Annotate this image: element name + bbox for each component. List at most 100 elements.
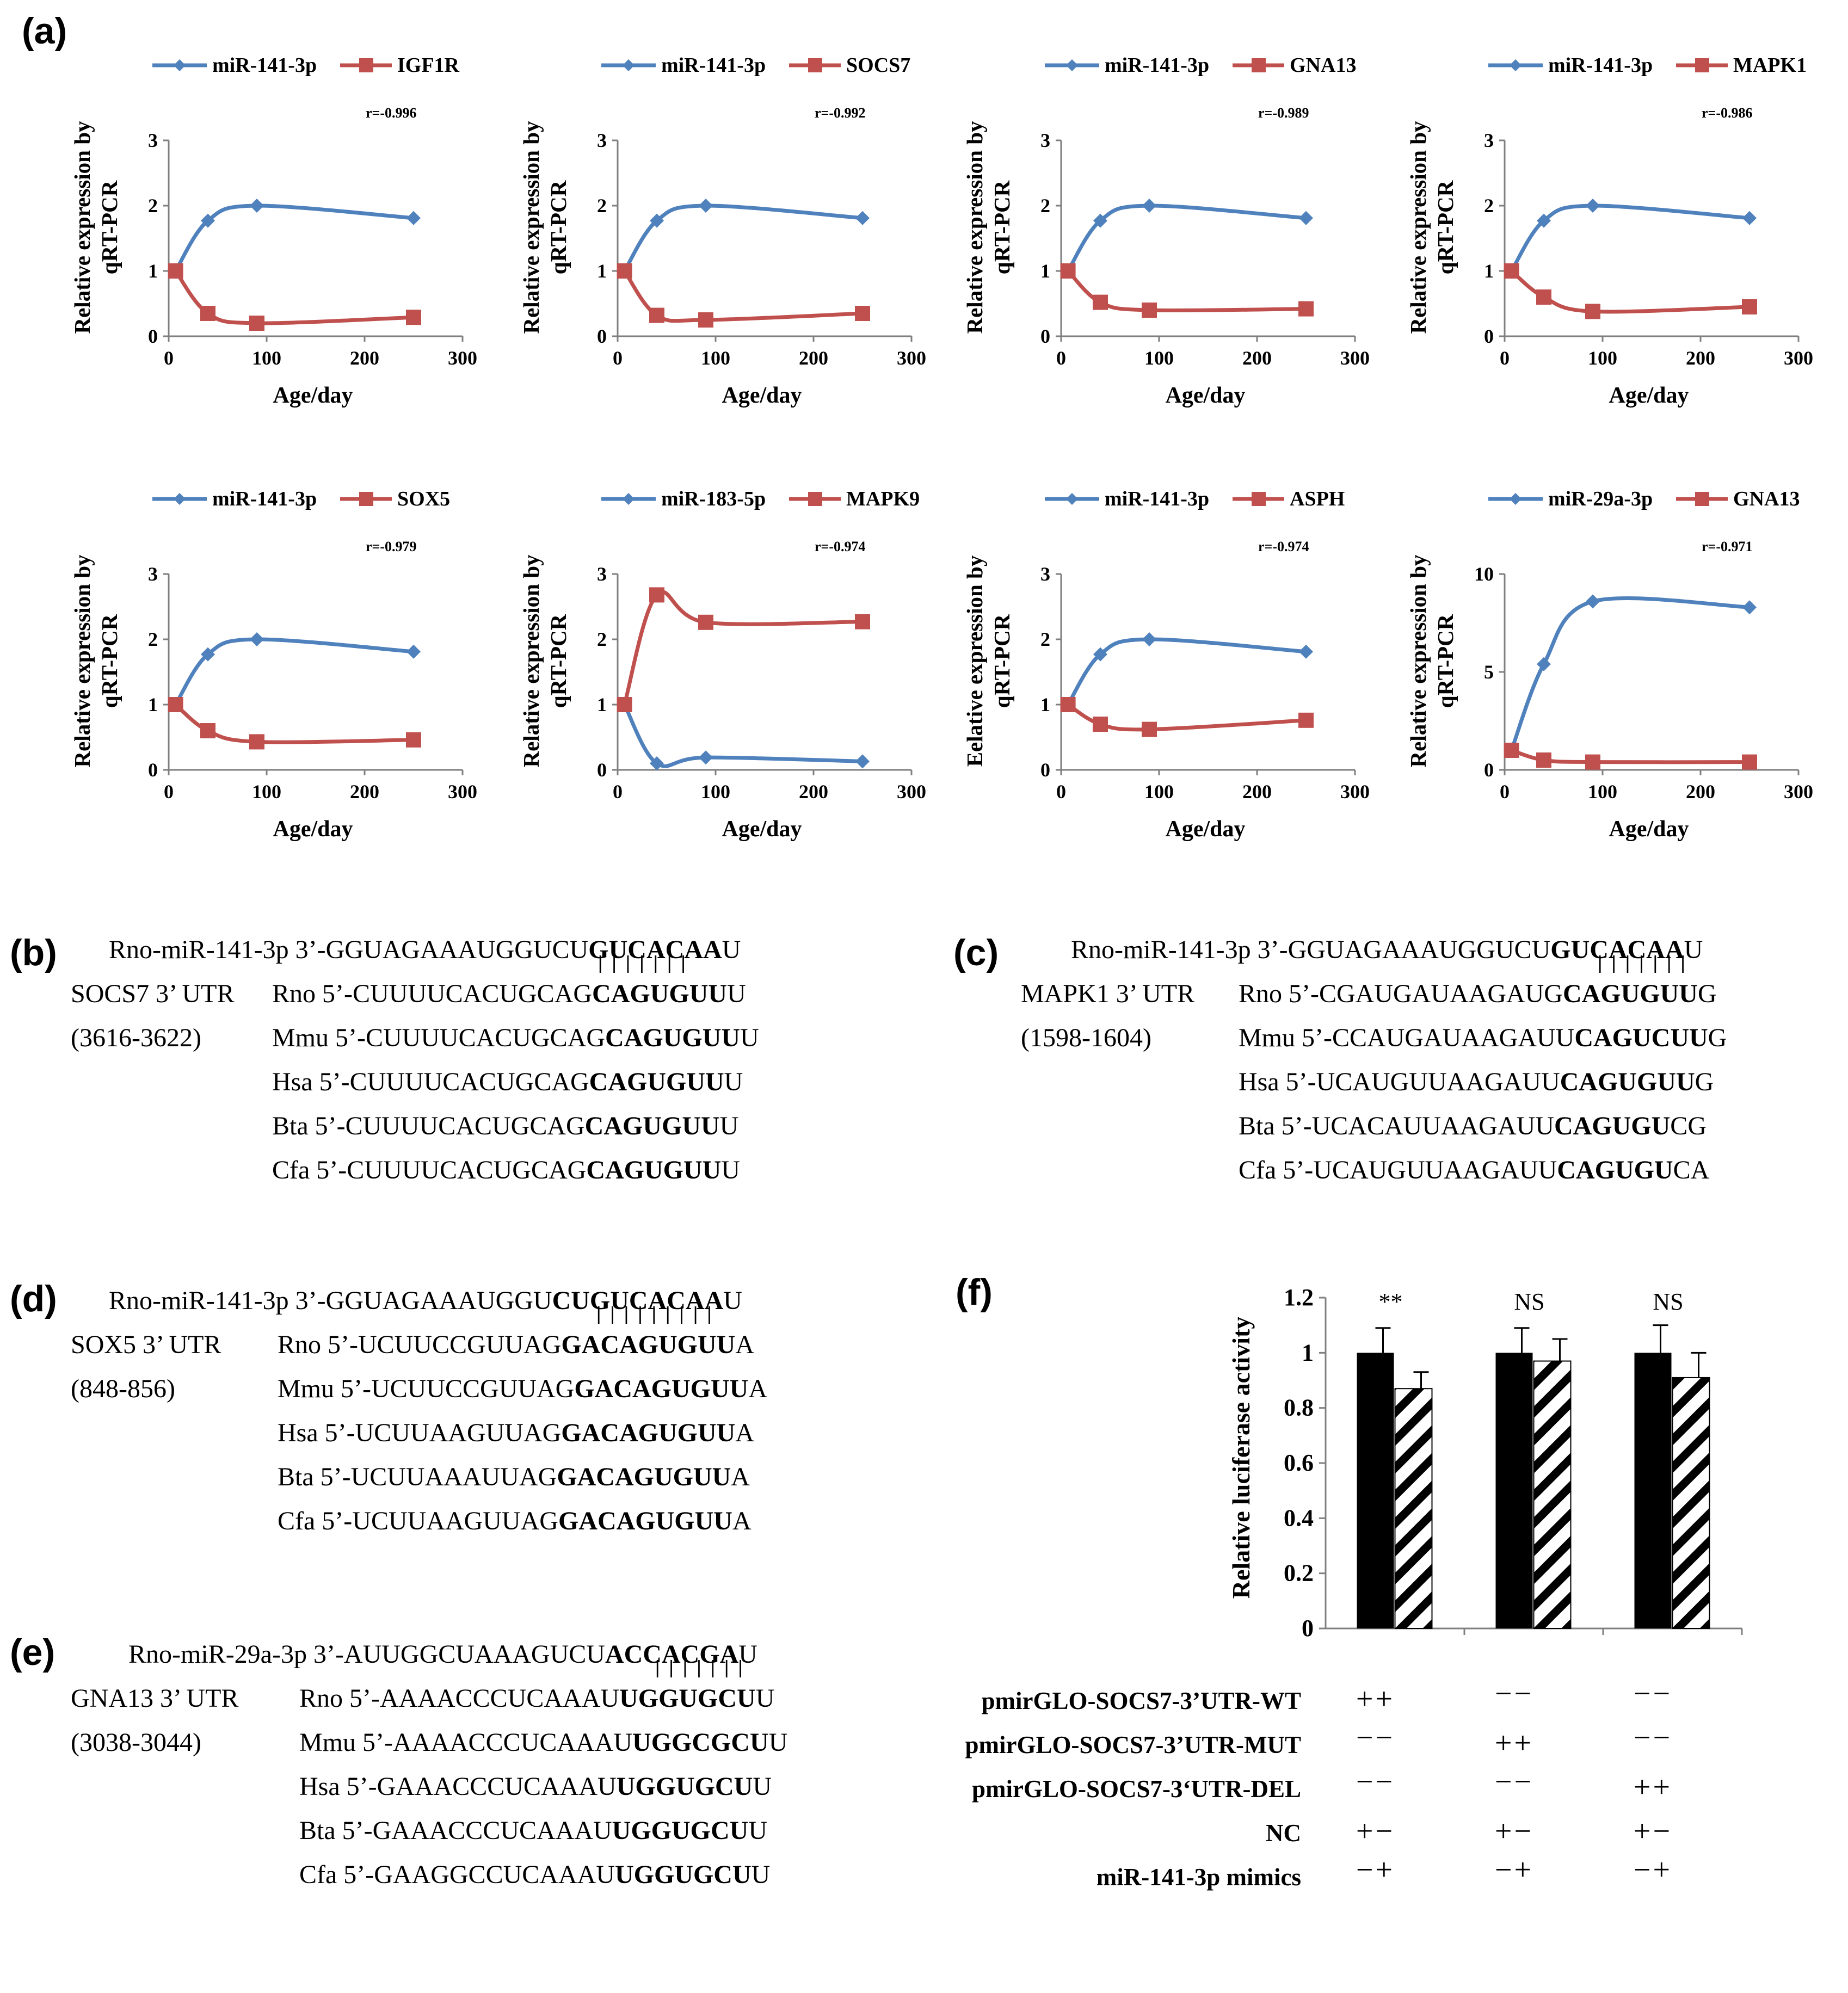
x-tick-label: 200	[1686, 781, 1715, 803]
data-point-miR-141-3p	[406, 644, 421, 659]
species-sequence: Bta 5’-GAAACCCUCAAAUUGGUGCUU	[299, 1816, 768, 1845]
y-axis-label-line1: Relative expression by	[70, 554, 95, 768]
bar-mimics-group-1	[1394, 1388, 1433, 1629]
utr-position-label: (848-856)	[71, 1374, 175, 1403]
y-axis-label-line1: Relative expression by	[1406, 121, 1431, 334]
condition-mark: −+	[1356, 1853, 1395, 1887]
y-tick-label: 3	[1484, 129, 1494, 151]
x-axis-label: Age/day	[1609, 817, 1689, 842]
y-axis-label-line1: Relative expression by	[962, 121, 987, 334]
y-tick-label: 3	[1040, 563, 1050, 585]
y-tick-label: 0	[148, 325, 158, 347]
y-axis-label-line1: Relative expression by	[519, 121, 544, 334]
y-axis-label-line2: qRT-PCR	[989, 180, 1014, 274]
y-axis-label-line1: Relative expression by	[1406, 554, 1431, 768]
x-axis-label: Age/day	[722, 817, 802, 842]
condition-mark: ++	[1634, 1770, 1672, 1804]
legend-label: miR-141-3p	[1548, 54, 1653, 77]
y-tick-label: 2	[1040, 628, 1050, 650]
series-line-miR-141-3p	[174, 203, 414, 272]
mirna-sequence: Rno-miR-141-3p 3’-GGUAGAAAUGGUCUGUCACAAU	[1071, 935, 1703, 964]
x-tick-label: 300	[1784, 781, 1813, 803]
legend-label: miR-141-3p	[212, 54, 317, 77]
y-axis-label: Relative luciferase activity	[1227, 1317, 1255, 1599]
condition-mark: −+	[1634, 1853, 1672, 1887]
data-point-miR-141-3p	[855, 211, 870, 225]
correlation-label: r=-0.974	[815, 539, 866, 554]
data-point-miR-141-3p	[406, 211, 421, 225]
x-axis-label: Age/day	[722, 383, 802, 408]
data-point-miR-29a-3p	[1742, 600, 1757, 615]
gene-utr-label: SOCS7 3’ UTR	[71, 979, 235, 1008]
legend-marker-ASPH	[1252, 492, 1266, 506]
legend-marker-GNA13	[1695, 492, 1709, 506]
y-tick-label: 0.8	[1284, 1395, 1314, 1421]
species-sequence: Mmu 5’-CUUUUCACUGCAGCAGUGUUU	[272, 1023, 759, 1052]
y-tick-label: 3	[148, 563, 158, 585]
y-axis-label-line2: qRT-PCR	[1433, 180, 1458, 274]
legend-label: miR-183-5p	[661, 488, 766, 510]
data-point-miR-141-3p	[201, 213, 215, 228]
correlation-label: r=-0.979	[366, 539, 417, 554]
legend-marker-IGF1R	[359, 58, 373, 72]
base-pair-marks-d: |||||||||	[593, 1305, 718, 1326]
data-point-ASPH	[1298, 712, 1314, 728]
data-point-SOX5	[249, 734, 264, 750]
x-tick-label: 0	[613, 347, 623, 369]
data-point-IGF1R	[406, 310, 421, 325]
series-line-miR-141-3p	[1066, 203, 1307, 272]
y-tick-label: 3	[597, 129, 607, 151]
data-point-GNA13	[1142, 303, 1157, 318]
data-point-GNA13	[1585, 754, 1600, 770]
bar-mimics-group-3	[1672, 1377, 1710, 1630]
series-line-miR-141-3p	[1510, 203, 1750, 272]
data-point-miR-141-3p	[1299, 211, 1313, 225]
y-tick-label: 1	[597, 260, 607, 282]
data-point-GNA13	[1060, 263, 1076, 279]
base-pair-marks-c: |||||||	[1594, 954, 1691, 975]
data-point-miR-141-3p	[699, 199, 713, 213]
x-axis-label: Age/day	[1609, 383, 1689, 408]
data-point-IGF1R	[200, 306, 215, 321]
y-tick-label: 10	[1474, 563, 1494, 585]
condition-mark: ++	[1356, 1682, 1395, 1716]
x-tick-label: 300	[1784, 347, 1813, 369]
species-sequence: Rno 5’-CGAUGAUAAGAUGCAGUGUUG	[1239, 979, 1717, 1008]
correlation-label: r=-0.971	[1702, 539, 1753, 554]
data-point-GNA13	[1298, 301, 1314, 317]
y-tick-label: 0.4	[1284, 1504, 1314, 1531]
y-axis-label-line2: qRT-PCR	[1433, 614, 1458, 708]
series-line-ASPH	[1067, 703, 1307, 732]
series-line-MAPK9	[623, 590, 863, 705]
species-sequence: Hsa 5’-GAAACCCUCAAAUUGGUGCUU	[299, 1772, 772, 1801]
x-tick-label: 300	[1340, 347, 1370, 369]
legend-label: IGF1R	[397, 54, 460, 77]
data-point-SOX5	[406, 732, 421, 748]
legend-marker-miR-183-5p	[623, 493, 635, 505]
data-point-miR-141-3p	[1742, 211, 1757, 225]
y-axis-label-line2: qRT-PCR	[546, 180, 571, 274]
data-point-miR-29a-3p	[1537, 657, 1551, 671]
utr-position-label: (1598-1604)	[1021, 1023, 1151, 1052]
y-tick-label: 0	[148, 759, 158, 781]
y-axis-label-line1: Relative expression by	[70, 121, 95, 334]
data-point-SOX5	[168, 697, 183, 712]
y-tick-label: 3	[148, 129, 158, 151]
data-point-MAPK1	[1504, 263, 1519, 279]
species-sequence: Rno 5’-CUUUUCACUGCAGCAGUGUUU	[272, 979, 746, 1008]
data-point-SOCS7	[617, 263, 632, 279]
data-point-MAPK9	[855, 614, 870, 630]
correlation-label: r=-0.992	[815, 105, 866, 121]
line-chart-6: miR-183-5p MAPK9 r=-0.974 0 1 2 3 0 100 200 300 Age…	[519, 488, 926, 842]
y-tick-label: 0.2	[1284, 1560, 1314, 1587]
data-point-miR-141-3p	[250, 199, 264, 213]
data-point-GNA13	[1093, 294, 1108, 310]
data-point-GNA13	[1536, 752, 1551, 768]
series-line-miR-141-3p	[1066, 637, 1307, 706]
y-tick-label: 0	[1040, 759, 1050, 781]
bar-nc-group-2	[1495, 1353, 1533, 1628]
bar-chart-panel-f: 0 0.2 0.4 0.6 0.8 1 1.2 Relative luciferase act…	[965, 1284, 1743, 1891]
x-tick-label: 0	[164, 781, 174, 803]
